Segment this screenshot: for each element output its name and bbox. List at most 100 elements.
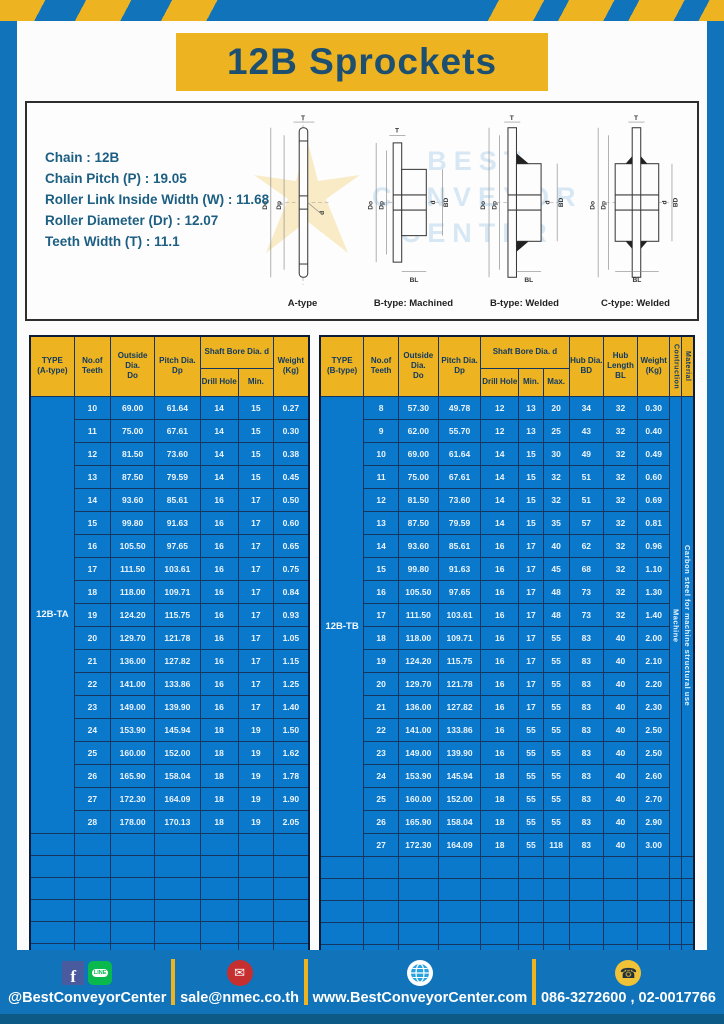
cell: 18 xyxy=(480,763,520,788)
cell: 12 xyxy=(480,418,520,443)
cell: 22 xyxy=(73,671,111,696)
cell: 15 xyxy=(237,464,274,489)
cell: 32 xyxy=(602,441,639,466)
cell: 13 xyxy=(363,510,399,535)
empty-cell xyxy=(568,899,604,923)
cell: 141.00 xyxy=(397,717,439,742)
header-cell: TYPE (B-type) xyxy=(319,335,365,397)
table-row: 22 141.00 133.86 16 17 1.25 xyxy=(30,671,310,696)
cell: 32 xyxy=(602,510,639,535)
empty-cell xyxy=(568,855,604,879)
cell: 0.30 xyxy=(637,395,671,420)
diagram-b-welded: T Do Dp d BD BL B-type: Welded xyxy=(469,107,580,313)
empty-row xyxy=(29,832,310,856)
spec-tables: TYPE (A-type) No.of Teeth Outside Dia. Do Pitch… xyxy=(29,335,695,968)
cell: 55 xyxy=(542,809,570,834)
cell: 152.00 xyxy=(154,740,201,765)
table-row: 27 172.30 164.09 18 19 1.90 xyxy=(30,786,310,811)
header-cell: Min. xyxy=(237,367,274,397)
cell: 0.38 xyxy=(272,441,310,466)
cell: 40 xyxy=(602,694,639,719)
empty-cell xyxy=(669,921,683,945)
empty-cell xyxy=(681,877,695,901)
cell: 48 xyxy=(542,602,570,627)
cell: 15 xyxy=(363,556,399,581)
website-text: www.BestConveyorCenter.com xyxy=(312,990,528,1006)
empty-cell xyxy=(237,832,274,856)
cell: 32 xyxy=(602,533,639,558)
chain-specs: Chain : 12B Chain Pitch (P) : 19.05 Roll… xyxy=(45,147,269,252)
empty-cell xyxy=(199,854,239,878)
empty-row xyxy=(29,854,310,878)
table-row: 12B-TA 10 69.00 61.64 14 15 0.27 xyxy=(29,395,310,834)
empty-cell xyxy=(154,876,201,900)
cell: 0.27 xyxy=(272,395,310,420)
empty-row xyxy=(319,855,695,879)
empty-cell xyxy=(437,899,482,923)
cell: 0.60 xyxy=(637,464,671,489)
cell: 2.50 xyxy=(637,740,671,765)
table-row: 9 62.00 55.70 12 13 25 43 32 0.40 xyxy=(320,418,694,443)
empty-cell xyxy=(518,921,544,945)
cell: 17 xyxy=(518,579,544,604)
cell: 25 xyxy=(363,786,399,811)
cell: 48 xyxy=(542,579,570,604)
empty-cell xyxy=(542,921,570,945)
cell: 32 xyxy=(602,556,639,581)
cell: 19 xyxy=(237,740,274,765)
cell: 17 xyxy=(518,648,544,673)
cell: 13 xyxy=(73,464,111,489)
header-cell: Max. xyxy=(542,367,570,397)
svg-text:BL: BL xyxy=(632,277,641,284)
cell: 23 xyxy=(73,694,111,719)
empty-cell xyxy=(602,877,639,901)
cell: 49.78 xyxy=(437,395,482,420)
cell: 17 xyxy=(237,694,274,719)
empty-cell xyxy=(29,876,75,900)
svg-text:T: T xyxy=(633,115,637,122)
cell: 16 xyxy=(199,510,239,535)
cell: 129.70 xyxy=(109,625,156,650)
cell: 55 xyxy=(518,809,544,834)
empty-cell xyxy=(518,855,544,879)
svg-text:Do: Do xyxy=(589,201,596,210)
cell: 69.00 xyxy=(397,441,439,466)
cell: 17 xyxy=(237,625,274,650)
cell: 2.00 xyxy=(637,625,671,650)
page-title: 12B Sprockets xyxy=(226,41,498,82)
table-row: 13 87.50 79.59 14 15 0.45 xyxy=(30,464,310,489)
cell: 83 xyxy=(568,740,604,765)
cell: 55 xyxy=(542,625,570,650)
table-row: 27 172.30 164.09 18 55 118 83 40 3.00 xyxy=(320,832,694,857)
empty-cell xyxy=(29,832,75,856)
spec-chain: Chain : 12B xyxy=(45,150,120,165)
empty-row xyxy=(29,876,310,900)
table-row: 12 81.50 73.60 14 15 32 51 32 0.69 xyxy=(320,487,694,512)
cell: 145.94 xyxy=(154,717,201,742)
cell: 55 xyxy=(518,786,544,811)
empty-cell xyxy=(109,854,156,878)
cell: 2.50 xyxy=(637,717,671,742)
empty-cell xyxy=(237,898,274,922)
table-row: 26 165.90 158.04 18 19 1.78 xyxy=(30,763,310,788)
cell: 16 xyxy=(199,648,239,673)
cell: 87.50 xyxy=(109,464,156,489)
cell: 14 xyxy=(363,533,399,558)
cell: 15 xyxy=(237,441,274,466)
cell: 55 xyxy=(518,763,544,788)
cell: 172.30 xyxy=(109,786,156,811)
cell: 8 xyxy=(363,395,399,420)
cell: 11 xyxy=(73,418,111,443)
table-row: 21 136.00 127.82 16 17 55 83 40 2.30 xyxy=(320,694,694,719)
empty-cell xyxy=(363,855,399,879)
cell: 127.82 xyxy=(437,694,482,719)
cell: 19 xyxy=(237,809,274,834)
cell: 17 xyxy=(237,671,274,696)
cell: 14 xyxy=(73,487,111,512)
cell: 93.60 xyxy=(397,533,439,558)
empty-cell xyxy=(681,855,695,879)
cell: 97.65 xyxy=(154,533,201,558)
cell: 10 xyxy=(363,441,399,466)
cell: 32 xyxy=(602,418,639,443)
empty-cell xyxy=(637,899,671,923)
